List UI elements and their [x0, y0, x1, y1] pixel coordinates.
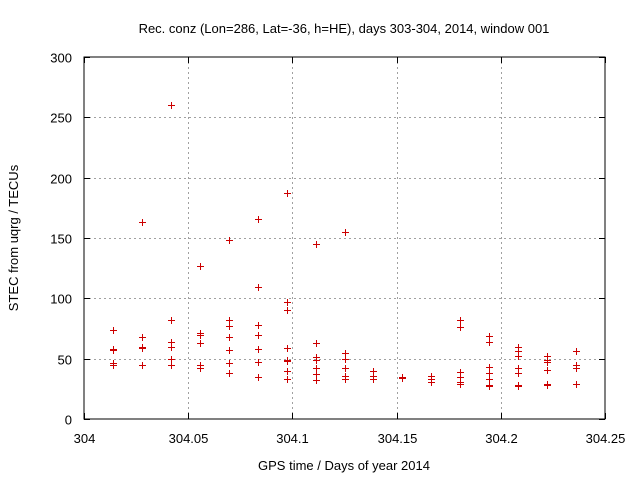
data-point — [486, 339, 493, 346]
y-tick-label: 50 — [58, 353, 72, 368]
data-point — [255, 284, 262, 291]
data-point — [313, 340, 320, 347]
data-point — [544, 359, 551, 366]
data-point — [284, 307, 291, 314]
data-point — [342, 350, 349, 357]
y-tick-label: 150 — [50, 232, 72, 247]
y-tick-label: 0 — [65, 413, 72, 428]
data-point — [342, 356, 349, 363]
data-point — [255, 322, 262, 329]
x-tick-label: 304.15 — [378, 431, 418, 446]
data-point — [226, 334, 233, 341]
x-tick-label: 304.25 — [586, 431, 626, 446]
data-point — [226, 317, 233, 324]
data-point — [544, 367, 551, 374]
data-point — [544, 382, 551, 389]
data-point — [515, 383, 522, 390]
data-point — [255, 346, 262, 353]
x-axis-label: GPS time / Days of year 2014 — [258, 458, 430, 473]
data-points — [110, 102, 580, 390]
data-point — [284, 345, 291, 352]
data-point — [226, 237, 233, 244]
data-point — [428, 379, 435, 386]
data-point — [168, 356, 175, 363]
x-tick-label: 304 — [74, 431, 96, 446]
data-point — [370, 376, 377, 383]
x-tick-label: 304.05 — [169, 431, 209, 446]
y-gridlines — [84, 117, 605, 360]
data-point — [197, 332, 204, 339]
data-point — [139, 219, 146, 226]
data-point — [313, 357, 320, 364]
y-axis-label: STEC from uqrg / TECUs — [6, 164, 21, 311]
data-point — [486, 376, 493, 383]
data-point — [255, 374, 262, 381]
data-point — [139, 345, 146, 352]
data-point — [255, 216, 262, 223]
data-point — [313, 365, 320, 372]
data-point — [284, 190, 291, 197]
data-point — [226, 323, 233, 330]
data-point — [226, 347, 233, 354]
data-point — [342, 229, 349, 236]
data-point — [399, 375, 406, 382]
y-tick-label: 300 — [50, 51, 72, 66]
y-tick-label: 250 — [50, 111, 72, 126]
data-point — [110, 362, 117, 369]
data-point — [515, 370, 522, 377]
data-point — [226, 370, 233, 377]
data-point — [486, 370, 493, 377]
y-tick-label: 100 — [50, 292, 72, 307]
data-point — [284, 376, 291, 383]
data-point — [457, 324, 464, 331]
data-point — [168, 362, 175, 369]
data-point — [486, 383, 493, 390]
data-point — [486, 333, 493, 340]
data-point — [255, 332, 262, 339]
data-point — [284, 368, 291, 375]
data-point — [313, 241, 320, 248]
data-point — [168, 344, 175, 351]
data-point — [457, 381, 464, 388]
data-point — [573, 381, 580, 388]
data-point — [168, 317, 175, 324]
data-point — [457, 317, 464, 324]
data-point — [197, 340, 204, 347]
chart-title: Rec. conz (Lon=286, Lat=-36, h=HE), days… — [139, 21, 550, 36]
data-point — [197, 365, 204, 372]
x-gridlines — [188, 57, 502, 419]
data-point — [486, 364, 493, 371]
data-point — [110, 347, 117, 354]
data-point — [139, 334, 146, 341]
data-point — [255, 359, 262, 366]
data-point — [284, 358, 291, 365]
data-point — [573, 365, 580, 372]
data-point — [342, 376, 349, 383]
data-point — [313, 377, 320, 384]
data-point — [197, 263, 204, 270]
data-point — [226, 360, 233, 367]
data-point — [342, 365, 349, 372]
data-point — [110, 327, 117, 334]
data-point — [573, 348, 580, 355]
data-point — [313, 371, 320, 378]
data-point — [168, 102, 175, 109]
x-tick-label: 304.1 — [276, 431, 309, 446]
x-tick-label: 304.2 — [485, 431, 518, 446]
y-axis-ticks: 0 50 100 150 200 250 300 — [50, 51, 605, 428]
data-point — [515, 353, 522, 360]
x-axis-ticks: 304 304.05 304.1 304.15 304.2 304.25 — [74, 57, 626, 446]
y-tick-label: 200 — [50, 172, 72, 187]
data-point — [139, 362, 146, 369]
data-point — [284, 299, 291, 306]
